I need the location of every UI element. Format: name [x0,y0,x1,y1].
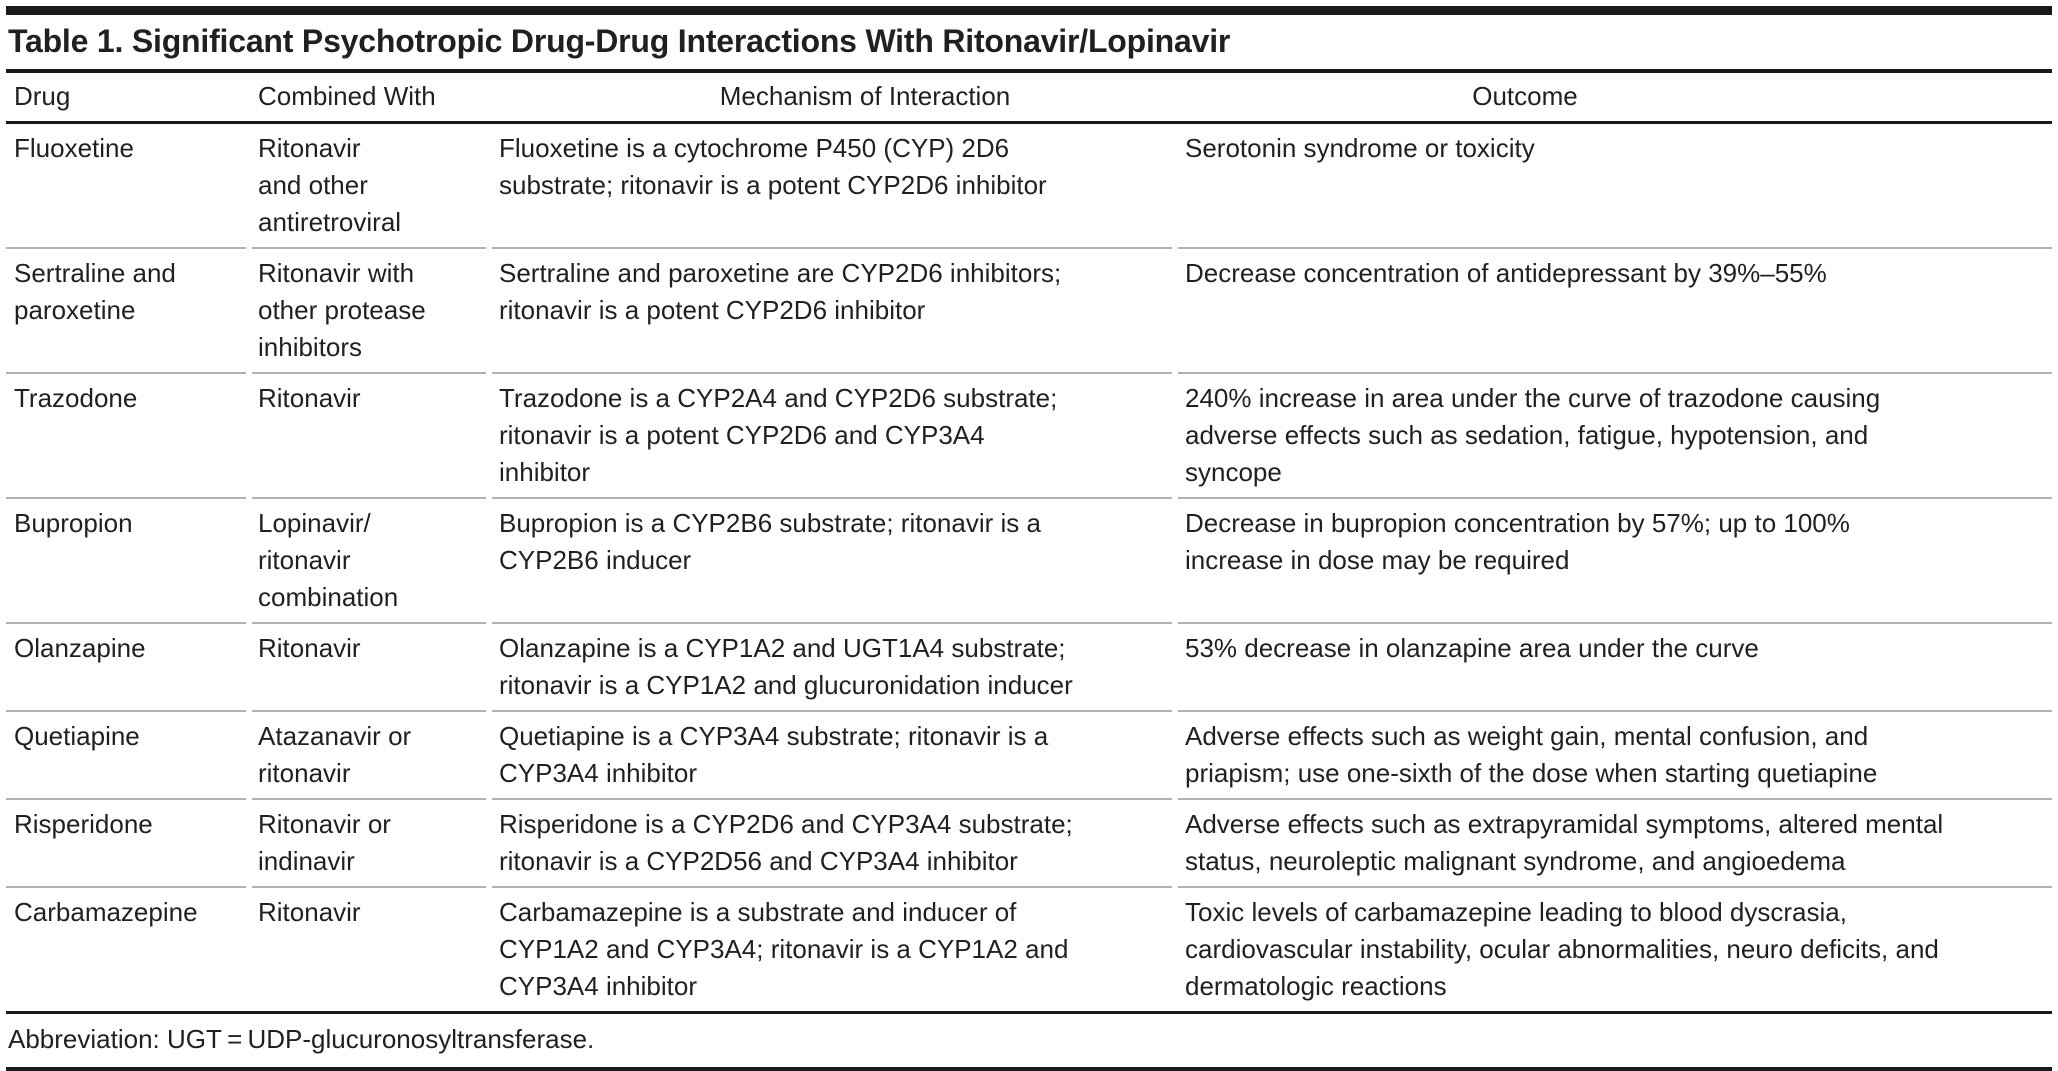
column-header-mechanism: Mechanism of Interaction [719,81,1011,111]
cell-drug: Risperidone [6,800,246,888]
cell-drug: Trazodone [6,374,246,499]
cell-combined-with: Ritonavir [258,897,361,927]
cell-combined-with: Atazanavir or ritonavir [252,712,486,800]
table-row: Carbamazepine Ritonavir Carbamazepine is… [6,888,2052,1011]
table-row: Bupropion Lopinavir/ ritonavir combinati… [6,499,2052,624]
cell-mechanism: Risperidone is a CYP2D6 and CYP3A4 subst… [492,800,1172,888]
cell-mechanism: Fluoxetine is a cytochrome P450 (CYP) 2D… [492,124,1172,249]
cell-drug: Olanzapine [6,624,246,712]
table-footnote: Abbreviation: UGT = UDP-glucuronosyltran… [8,1024,595,1054]
cell-outcome: Adverse effects such as weight gain, men… [1178,712,2052,800]
cell-mechanism: Quetiapine is a CYP3A4 substrate; ritona… [492,712,1172,800]
bottom-rule [6,1067,2052,1071]
cell-outcome: Decrease concentration of antidepressant… [1178,249,2052,374]
table-header-row: Drug Combined With Mechanism of Interact… [6,73,2052,124]
column-header-combined-with: Combined With [258,81,436,111]
cell-outcome: Decrease in bupropion concentration by 5… [1178,499,2052,624]
cell-combined-with: Ritonavir with other protease inhibitors [252,249,486,374]
column-header-drug: Drug [14,81,71,111]
table-row: Quetiapine Atazanavir or ritonavir Queti… [6,712,2052,800]
table-body: Fluoxetine Ritonavir and other antiretro… [6,124,2052,1011]
cell-combined-with: Ritonavir [252,624,486,712]
column-header-outcome: Outcome [1472,81,1578,111]
cell-outcome: Toxic levels of carbamazepine leading to… [1185,897,1939,1001]
table-row: Olanzapine Ritonavir Olanzapine is a CYP… [6,624,2052,712]
cell-outcome: Serotonin syndrome or toxicity [1178,124,2052,249]
table-row: Fluoxetine Ritonavir and other antiretro… [6,124,2052,249]
cell-drug: Bupropion [6,499,246,624]
cell-outcome: 240% increase in area under the curve of… [1178,374,2052,499]
table-row: Trazodone Ritonavir Trazodone is a CYP2A… [6,374,2052,499]
cell-outcome: Adverse effects such as extrapyramidal s… [1178,800,2052,888]
cell-combined-with: Ritonavir and other antiretroviral [252,124,486,249]
cell-combined-with: Lopinavir/ ritonavir combination [252,499,486,624]
cell-mechanism: Carbamazepine is a substrate and inducer… [499,897,1069,1001]
cell-combined-with: Ritonavir or indinavir [252,800,486,888]
cell-drug: Carbamazepine [14,897,198,927]
cell-drug: Fluoxetine [6,124,246,249]
cell-drug: Quetiapine [6,712,246,800]
cell-mechanism: Bupropion is a CYP2B6 substrate; ritonav… [492,499,1172,624]
cell-drug: Sertraline and paroxetine [6,249,246,374]
cell-mechanism: Sertraline and paroxetine are CYP2D6 inh… [492,249,1172,374]
title-divider [6,69,2052,73]
cell-outcome: 53% decrease in olanzapine area under th… [1178,624,2052,712]
table-title: Table 1. Significant Psychotropic Drug-D… [8,23,1231,59]
cell-mechanism: Olanzapine is a CYP1A2 and UGT1A4 substr… [492,624,1172,712]
top-rule [6,6,2052,15]
cell-combined-with: Ritonavir [252,374,486,499]
table-row: Sertraline and paroxetine Ritonavir with… [6,249,2052,374]
cell-mechanism: Trazodone is a CYP2A4 and CYP2D6 substra… [492,374,1172,499]
table-row: Risperidone Ritonavir or indinavir Rispe… [6,800,2052,888]
footnote-divider [6,1011,2052,1014]
